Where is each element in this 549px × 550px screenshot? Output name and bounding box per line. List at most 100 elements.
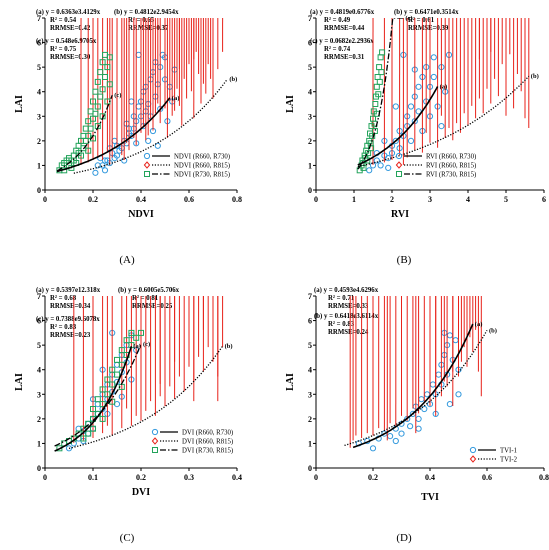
data-point [377,162,384,169]
panel-label: (D) [396,532,412,544]
legend-label: DVI (R660, R815) [182,439,233,446]
data-point [452,337,459,344]
y-axis-label: LAI [285,95,296,113]
plot-area [56,18,228,176]
data-point [424,391,431,398]
data-point [99,415,106,422]
data-point [415,415,422,422]
y-tick-label: 2 [308,415,312,424]
data-point [113,152,121,159]
rrmse-a: RRMSE=0.44 [324,25,365,32]
curve-label: (a) [475,321,483,328]
curve-label: (a) [133,343,141,350]
curve-label: (b) [531,73,539,80]
y-tick-label: 5 [37,63,41,72]
rrmse-b: RRMSE=0.25 [132,303,173,310]
panel-d: LAI TVI (D) (a) y = 0.4593e4.6296x R² = … [285,287,549,544]
legend-marker [395,161,403,169]
x-tick-label: 1 [352,195,356,204]
fit-curve [54,343,142,447]
y-tick-label: 7 [37,14,41,23]
y-tick-label: 7 [308,292,312,301]
x-tick-label: 0.8 [232,195,242,204]
data-point [104,64,111,71]
data-point [87,108,94,115]
series-points [356,49,386,174]
data-point [376,78,383,85]
plot-area [356,18,530,174]
legend-label: NDVI (R660, R730) [174,154,230,161]
x-axis-label: TVI [421,492,439,503]
fit-curve [54,345,133,452]
equation-c: (c) y = 0.548e6.9705x [36,38,97,45]
data-point [94,396,101,403]
data-point [80,425,87,432]
y-tick-label: 0 [308,464,312,473]
panel-label: (B) [397,254,412,266]
panel-c: LAI DVI (C) (a) y = 0.5397e12.318x R² = … [14,287,242,544]
data-point [135,51,142,59]
legend: TVI-1 TVI-2 [469,446,518,464]
data-point [80,435,87,442]
data-point [99,386,106,393]
y-tick-label: 6 [308,317,312,326]
fit-curve [357,75,530,168]
y-tick-label: 3 [308,112,312,121]
data-point [92,88,99,95]
data-point [102,51,108,58]
y-tick-label: 2 [37,137,41,146]
y-tick-label: 6 [37,39,41,48]
data-point [104,376,111,383]
data-point [114,356,120,363]
panel-label: (A) [119,254,135,266]
legend-marker [143,161,151,169]
y-tick-label: 7 [308,14,312,23]
series-points [355,329,462,452]
x-tick-label: 0.6 [482,473,492,482]
equation-a: (a) y = 0.6363e3.4129x [36,9,101,16]
fit-curve [344,329,488,447]
data-point [377,54,384,61]
x-tick-label: 0.1 [88,473,98,482]
x-tick-label: 0 [43,195,47,204]
data-point [374,74,381,80]
y-tick-label: 3 [37,112,41,121]
data-point [133,334,140,341]
curve-label: (c) [405,15,412,22]
data-point [80,132,87,139]
legend: DVI (R660, R730) DVI (R660, R815) DVI (R73… [151,428,233,455]
data-point [102,74,108,80]
data-point [455,391,462,398]
data-point [407,103,415,110]
rrmse-c: RRMSE=0.30 [50,54,91,61]
data-point [85,420,92,427]
data-point [387,433,394,440]
legend-marker [469,455,477,463]
data-point [398,430,405,437]
legend-marker [144,171,150,177]
legend-marker [152,447,158,453]
data-point [379,49,386,56]
data-point [99,86,106,93]
data-point [97,93,104,100]
y-tick-label: 1 [308,439,312,448]
fit-curve [73,78,228,174]
x-tick-label: 4 [466,195,470,204]
panel-a: LAI NDVI (A) (a) y = 0.6363e3.4129x R² =… [14,9,242,266]
data-point [87,125,94,132]
legend-label: NDVI (R660, R815) [174,163,230,170]
equation-a: (a) y = 0.4819e0.6776x [310,9,375,16]
curve-label: (a) [440,84,448,91]
equation-b: (b) y = 0.6418e3.6114x [314,313,379,320]
y-tick-label: 5 [308,341,312,350]
legend: NDVI (R660, R730) NDVI (R660, R815) NDVI (… [143,152,230,179]
equation-b: (b) y = 0.6471e0.3514x [394,9,459,16]
data-point [364,157,371,164]
x-tick-label: 0.2 [136,473,146,482]
y-tick-label: 0 [37,464,41,473]
y-tick-label: 4 [37,88,41,97]
fit-curve [56,97,171,173]
data-point [90,425,96,432]
curve-label: (c) [114,92,121,99]
